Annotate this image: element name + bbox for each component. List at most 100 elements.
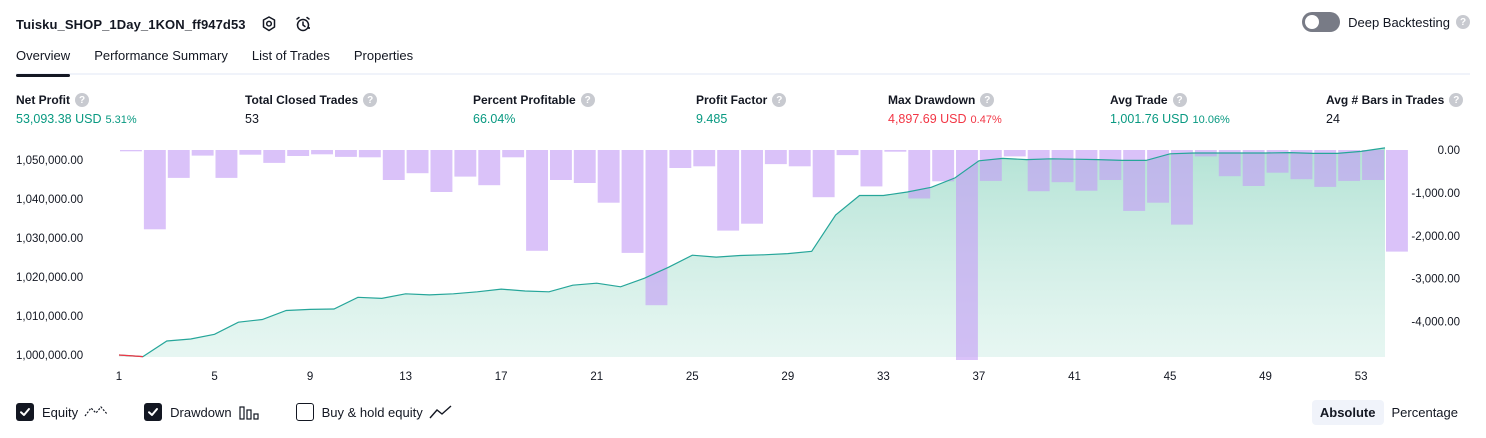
drawdown-bar <box>382 150 405 180</box>
drawdown-bar <box>836 150 859 156</box>
metric-percent: 10.06% <box>1192 114 1230 126</box>
legend-label: Buy & hold equity <box>321 404 423 420</box>
checkbox-checked[interactable] <box>144 403 163 421</box>
metric-percent: 0.47% <box>970 114 1002 126</box>
chart-legend: Equity Drawdown Buy & hold equity <box>16 403 489 421</box>
drawdown-bar <box>860 150 883 187</box>
drawdown-bar <box>454 150 477 177</box>
drawdown-bar <box>239 150 262 155</box>
help-icon[interactable]: ? <box>1449 93 1464 107</box>
x-tick-label: 9 <box>307 371 313 383</box>
x-tick-label: 37 <box>973 371 986 383</box>
x-tick-label: 45 <box>1164 371 1177 383</box>
drawdown-bar <box>550 150 572 180</box>
metric-value: 53 <box>245 112 259 126</box>
strategy-header: Tuisku_SHOP_1Day_1KON_ff947d53 Deep Back… <box>16 10 1470 38</box>
y-right-tick-label: -4,000.00 <box>1411 317 1460 329</box>
drawdown-bar <box>191 150 214 156</box>
help-icon[interactable]: ? <box>75 93 89 107</box>
drawdown-bar <box>1027 150 1050 192</box>
drawdown-bar <box>812 150 835 198</box>
deep-backtesting: Deep Backtesting ? <box>1302 12 1470 32</box>
drawdown-bar <box>693 150 716 167</box>
drawdown-bar <box>979 150 1002 181</box>
drawdown-bar <box>1386 150 1408 252</box>
metric-label: Avg Trade <box>1110 93 1168 107</box>
strategy-name: Tuisku_SHOP_1Day_1KON_ff947d53 <box>16 16 246 32</box>
metrics-row: Net Profit? 53,093.38 USD 5.31% Total Clo… <box>16 93 1470 129</box>
metric-profit-factor: Profit Factor? 9.485 <box>696 93 787 126</box>
drawdown-bar <box>143 150 166 230</box>
drawdown-bar <box>645 150 668 306</box>
y-left-tick-label: 1,010,000.00 <box>16 311 83 323</box>
y-left-tick-label: 1,050,000.00 <box>16 155 83 167</box>
drawdown-bar <box>1171 150 1193 225</box>
metric-label: Net Profit <box>16 93 70 107</box>
x-axis: 1 5 9 13 17 21 25 29 33 37 41 45 49 53 <box>116 371 1368 383</box>
x-tick-label: 1 <box>116 371 122 383</box>
right-axis: 0.00 -1,000.00 -2,000.00 -3,000.00 -4,000.00 <box>1411 145 1460 329</box>
drawdown-bars <box>120 150 1408 360</box>
drawdown-bar <box>669 150 692 168</box>
drawdown-bar <box>1290 150 1313 180</box>
drawdown-bar <box>358 150 381 158</box>
help-icon[interactable]: ? <box>363 93 378 107</box>
drawdown-bar <box>1003 150 1026 157</box>
metric-value: 1,001.76 USD <box>1110 112 1189 126</box>
x-tick-label: 17 <box>495 371 508 383</box>
drawdown-bar <box>502 150 525 158</box>
drawdown-bar <box>120 150 142 152</box>
percentage-button[interactable]: Percentage <box>1391 405 1459 420</box>
drawdown-bar <box>526 150 548 251</box>
help-icon[interactable]: ? <box>1172 93 1187 107</box>
absolute-button[interactable]: Absolute <box>1311 400 1384 425</box>
plot-area <box>118 147 1408 360</box>
metric-percent-profitable: Percent Profitable? 66.04% <box>473 93 595 126</box>
tab-performance-summary[interactable]: Performance Summary <box>94 48 228 63</box>
metric-label: Profit Factor <box>696 93 768 107</box>
help-icon[interactable]: ? <box>772 93 787 107</box>
drawdown-bar <box>884 150 907 152</box>
legend-drawdown[interactable]: Drawdown <box>144 403 259 421</box>
metric-label: Max Drawdown <box>888 93 976 107</box>
checkbox-checked[interactable] <box>16 403 34 421</box>
equity-drawdown-chart[interactable]: 1,050,000.00 1,040,000.00 1,030,000.00 1,02… <box>0 140 1486 390</box>
drawdown-bar <box>1218 150 1241 177</box>
toggle-knob <box>1305 15 1320 29</box>
metric-label: Avg # Bars in Trades <box>1326 93 1445 107</box>
value-mode-switch: Absolute Percentage <box>1311 400 1466 425</box>
deep-backtesting-label: Deep Backtesting <box>1348 14 1450 30</box>
x-tick-label: 53 <box>1355 371 1368 383</box>
deep-backtesting-toggle[interactable] <box>1302 12 1341 32</box>
drawdown-bar <box>1051 150 1074 183</box>
y-right-tick-label: 0.00 <box>1438 145 1460 157</box>
help-icon[interactable]: ? <box>1456 15 1470 29</box>
x-tick-label: 41 <box>1068 371 1081 383</box>
drawdown-bar <box>597 150 620 203</box>
drawdown-bar <box>167 150 190 178</box>
x-tick-label: 29 <box>781 371 794 383</box>
metric-max-drawdown: Max Drawdown? 4,897.69 USD 0.47% <box>888 93 1002 126</box>
buy-hold-line-icon <box>429 404 453 420</box>
tab-overview[interactable]: Overview <box>16 44 71 77</box>
drawdown-bar <box>621 150 644 253</box>
checkbox-unchecked[interactable] <box>295 403 314 421</box>
metric-avg-bars-in-trades: Avg # Bars in Trades? 24 <box>1326 93 1464 126</box>
metric-avg-trade: Avg Trade? 1,001.76 USD 10.06% <box>1110 93 1230 126</box>
legend-equity[interactable]: Equity <box>16 403 108 421</box>
help-icon[interactable]: ? <box>980 93 995 107</box>
tab-properties[interactable]: Properties <box>353 48 414 63</box>
drawdown-bar <box>406 150 429 174</box>
help-icon[interactable]: ? <box>580 93 595 107</box>
drawdown-bar <box>1338 150 1361 181</box>
drawdown-bar <box>908 150 931 199</box>
legend-label: Equity <box>42 404 79 420</box>
legend-buy-hold-equity[interactable]: Buy & hold equity <box>295 403 453 421</box>
equity-area <box>119 147 1385 357</box>
tab-list-of-trades[interactable]: List of Trades <box>251 48 330 63</box>
settings-icon[interactable] <box>258 13 280 35</box>
equity-line-negative <box>118 354 143 358</box>
alarm-clock-icon[interactable] <box>292 13 314 35</box>
drawdown-bar <box>430 150 453 192</box>
metric-value: 4,897.69 USD <box>888 112 967 126</box>
